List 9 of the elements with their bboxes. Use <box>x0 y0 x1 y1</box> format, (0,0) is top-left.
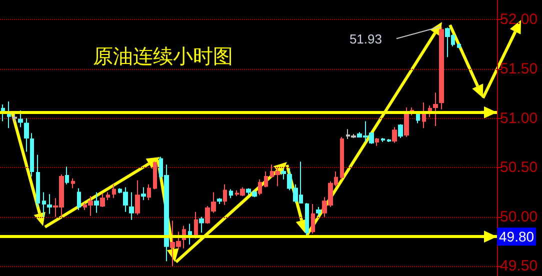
y-tick-label: 50.50 <box>500 159 538 176</box>
annotation: 51.93 <box>349 32 382 47</box>
y-tick-label: 49.50 <box>500 258 538 275</box>
ref-line-label: 49.80 <box>499 228 534 245</box>
y-tick-label: 51.00 <box>500 110 538 127</box>
text: 原油连续小时图 <box>93 46 233 68</box>
y-tick-label: 52.00 <box>500 11 538 28</box>
y-tick-label: 50.00 <box>500 208 538 226</box>
y-tick-label: 51.50 <box>500 60 538 78</box>
